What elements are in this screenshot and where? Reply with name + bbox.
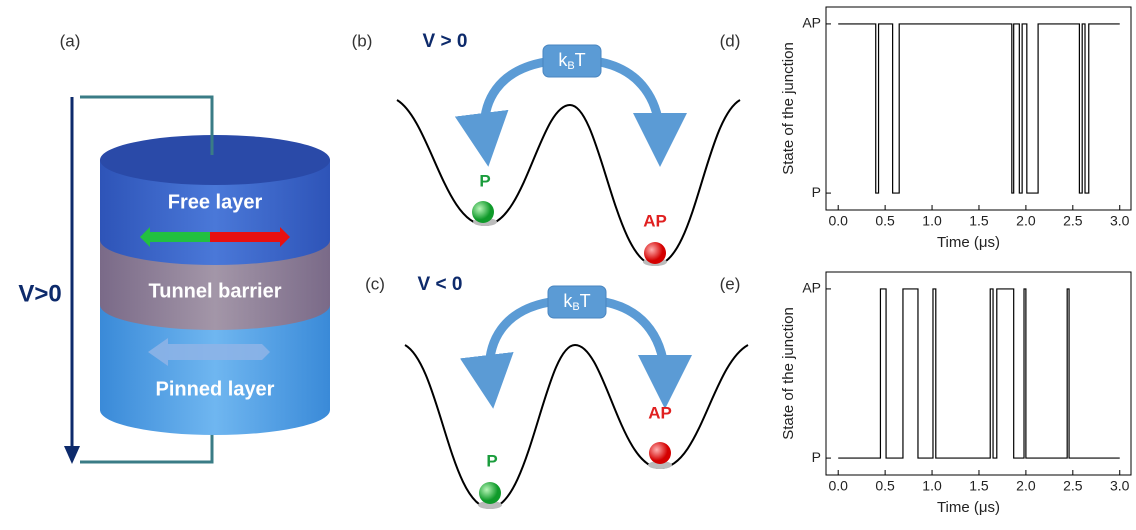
well-diagram: V < 0 kBT P AP [405,274,748,509]
x-tick-label: 3.0 [1110,213,1130,229]
x-tick-label: 0.5 [875,213,895,229]
thermal-arrow [484,62,545,140]
x-tick-label: 0.0 [828,478,848,494]
energy-curve [405,345,748,508]
voltage-label: V>0 [18,280,61,307]
panel-label: (a) [60,31,81,50]
condition: V > 0 [423,31,468,52]
panel-label: (c) [365,274,385,293]
plot-frame [826,272,1131,475]
panel-label: (e) [720,274,741,293]
thermal-t: T [575,50,586,70]
cylinder-top [100,135,330,185]
y-axis-title: State of the junction [780,42,797,175]
state-label: P [479,171,490,190]
x-tick-label: 2.0 [1016,213,1036,229]
wire [80,430,212,462]
chart: 0.0 0.5 1.0 1.5 2.0 2.5 3.0 P AP Time (μs) State o… [780,7,1131,251]
state-trace [838,289,1120,458]
x-tick-label: 2.0 [1016,478,1036,494]
energy-curve [397,100,740,265]
x-tick-label: 2.5 [1063,478,1083,494]
x-tick-label: 1.5 [969,478,989,494]
layer-label: Tunnel barrier [149,280,282,302]
panel-label: (b) [352,31,373,50]
state-trace [838,24,1120,193]
state-label: P [486,451,497,470]
y-tick-label: P [812,449,821,465]
state-label: AP [643,211,667,230]
junction-diagram: Free layer Tunnel barrier Pinned layer V… [18,97,330,464]
layer-label: Pinned layer [156,378,275,400]
thermal-arrow [605,302,665,382]
y-tick-label: AP [802,280,821,296]
ap-ball [649,442,671,464]
layer-label: Free layer [168,191,263,213]
arrow-head [64,446,80,464]
x-axis-title: Time (μs) [937,499,1000,516]
x-tick-label: 2.5 [1063,213,1083,229]
p-ball [479,482,501,504]
condition: V < 0 [418,274,463,295]
panel-label: (d) [720,31,741,50]
thermal-arrow [489,302,550,382]
p-ball [472,201,494,223]
thermal-arrow [600,62,660,140]
x-axis-title: Time (μs) [937,234,1000,251]
x-tick-label: 1.0 [922,478,942,494]
x-tick-label: 1.5 [969,213,989,229]
x-tick-label: 0.0 [828,213,848,229]
thermal-sub: B [567,60,574,72]
figure: (a) (b) (c) (d) (e) Free layer Tunnel ba… [0,0,1136,530]
x-tick-label: 0.5 [875,478,895,494]
y-tick-label: AP [802,15,821,31]
ap-ball [644,242,666,264]
state-label: AP [648,403,672,422]
thermal-sub: B [572,301,579,313]
y-tick-label: P [812,184,821,200]
well-diagram: V > 0 kBT P AP [397,31,740,266]
x-tick-label: 3.0 [1110,478,1130,494]
x-tick-label: 1.0 [922,213,942,229]
y-axis-title: State of the junction [780,307,797,440]
thermal-t: T [580,291,591,311]
chart: 0.0 0.5 1.0 1.5 2.0 2.5 3.0 P AP Time (μs) State o… [780,272,1131,516]
